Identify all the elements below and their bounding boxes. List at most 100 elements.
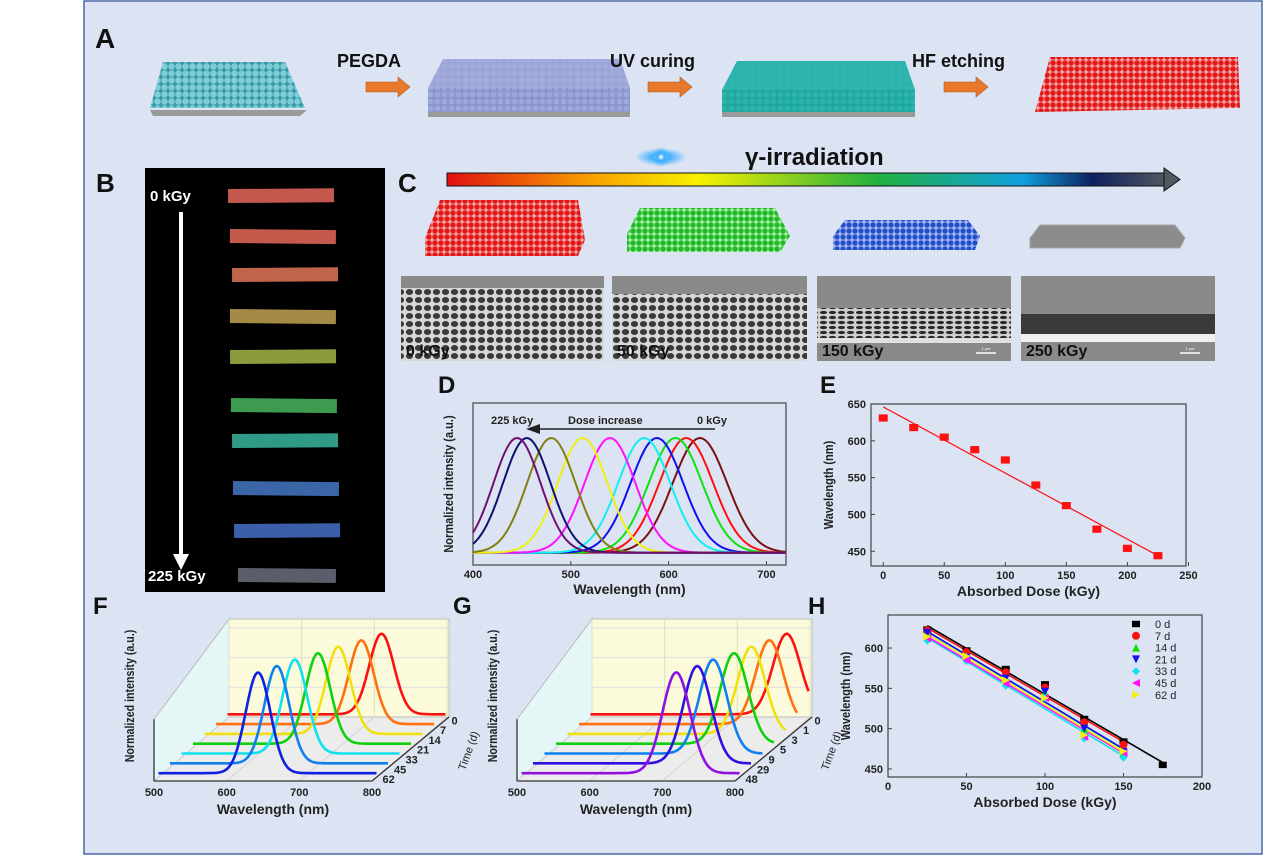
annotation-middle: Dose increase [568,415,643,427]
y-axis-title: Normalized intensity (a.u.) [485,630,500,763]
legend-item: 0 d [1132,619,1170,631]
dose-gradient-bar [446,172,1166,187]
data-point [1158,761,1167,769]
sample-strip [237,567,336,584]
uv-cured-slab [722,61,915,117]
opal-template-slab [150,62,307,116]
sem-dose-label: 0 kGy [406,343,450,360]
scale-bar-label: 1 μm [1186,346,1196,351]
time-tick-label: 0 [452,715,458,727]
x-tick-label: 0 [880,570,886,582]
data-point [1041,694,1049,703]
time-tick-label: 1 [803,725,809,737]
irradiation-title: γ-irradiation [745,144,884,171]
x-tick-label: 600 [580,787,598,799]
data-point [962,656,971,665]
grid-line [153,716,230,782]
x-tick-label: 700 [653,787,671,799]
legend-item: 33 d [1132,666,1176,678]
back-wall [228,618,450,718]
arrow-right-icon [647,76,693,98]
annotation-right: 0 kGy [697,415,728,427]
step-label-pegda: PEGDA [337,51,401,71]
plot-frame [870,403,1187,567]
step-label-uv-curing: UV curing [610,51,695,71]
annotation-left: 225 kGy [491,415,534,427]
x-tick-label: 800 [726,787,744,799]
data-point [1000,456,1010,464]
data-point [1132,655,1140,664]
data-point [1031,481,1041,489]
legend-item: 45 d [1132,678,1176,690]
arrow-head-icon [1163,167,1181,192]
sem-image: 250 kGy 1 μm [1021,276,1215,361]
x-tick-label: 600 [217,787,235,799]
time-tick-label: 0 [815,715,821,727]
data-point [1132,643,1140,652]
grid-line [299,716,375,782]
x-tick-label: 700 [290,787,308,799]
y-axis-title: Wavelength (nm) [838,652,853,740]
spectrum-line [472,437,786,554]
x-tick-label: 700 [757,569,775,581]
sample-strip [229,229,336,245]
data-point [1001,668,1010,677]
time-tick-label: 5 [780,745,786,757]
time-tick-label: 21 [417,745,429,757]
chart-d: 400 500 600 700 Wavelength (nm) Normalized in… [441,402,787,597]
y-tick-label: 500 [865,724,883,736]
blue-slab [833,220,980,250]
dose-start-label: 0 kGy [150,188,192,205]
sample-strip [229,309,336,325]
x-tick-label: 200 [1118,570,1136,582]
gray-slab [1029,224,1186,249]
sem-pores [612,294,807,361]
x-tick-label: 150 [1114,781,1132,793]
spectrum-line [170,664,388,765]
data-point [1132,679,1140,687]
time-tick-label: 9 [769,755,775,767]
x-axis-title: Wavelength (nm) [580,801,692,817]
y-tick-label: 550 [848,473,866,485]
spectrum-line [216,638,434,726]
data-point [909,423,919,432]
legend-label: 33 d [1155,666,1176,678]
data-point [1001,676,1010,685]
data-point [1080,718,1089,727]
y-tick-label: 650 [848,399,866,411]
sample-strip [232,481,339,497]
arrow-right-icon [943,76,989,98]
inverse-opal-slab [1035,57,1240,112]
panel-label-e: E [820,372,836,399]
time-tick-label: 48 [746,774,758,786]
spectrum-line [533,664,751,765]
fit-line [926,633,1124,753]
legend-label: 62 d [1155,690,1176,702]
y-tick-label: 600 [848,436,866,448]
sem-substrate [1021,334,1215,342]
panel-label-g: G [453,593,472,620]
x-tick-label: 600 [659,569,677,581]
legend-label: 7 d [1155,631,1170,643]
sem-dose-label: 50 kGy [617,343,670,360]
data-point [1061,502,1071,510]
sem-image: 50 kGy [612,276,807,361]
grid-line [589,716,665,782]
spectrum-line [193,651,411,745]
sample-strip [232,267,339,282]
green-slab [627,208,790,252]
time-tick-label: 29 [757,764,769,776]
data-point [1092,525,1102,533]
legend-label: 0 d [1155,619,1170,631]
data-point [970,446,980,454]
red-slab [425,200,585,256]
back-wall [591,618,813,718]
y-tick-label: 600 [865,643,883,655]
x-axis-title: Absorbed Dose (kGy) [973,794,1116,810]
data-point [1122,544,1132,552]
legend-item: 62 d [1132,690,1176,702]
x-axis-title: Wavelength (nm) [573,581,685,597]
x-tick-label: 500 [508,787,526,799]
time-tick-label: 3 [792,735,798,747]
y-axis-title: Normalized intensity (a.u.) [441,415,456,552]
